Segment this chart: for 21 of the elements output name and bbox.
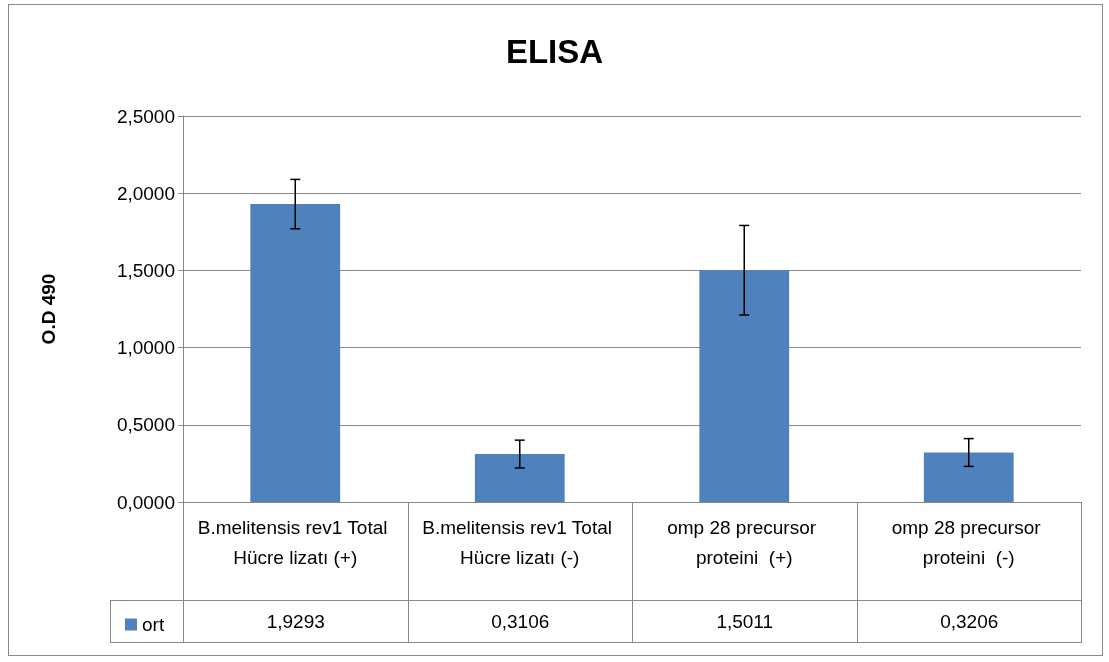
bar	[474, 454, 565, 502]
x-tick-label: omp 28 precursor proteini (-)	[891, 516, 1046, 568]
y-tick-label: 2,0000	[116, 182, 175, 204]
bar	[923, 452, 1014, 502]
y-tick-label: 2,5000	[116, 105, 175, 127]
legend-label: ort	[142, 614, 165, 635]
data-label: 1,9293	[183, 600, 409, 643]
y-axis-title: O.D 490	[38, 273, 59, 345]
y-tick-label: 1,5000	[116, 259, 175, 281]
x-tick-label: omp 28 precursor proteini (+)	[667, 516, 822, 568]
data-label: 1,5011	[632, 600, 858, 643]
x-tick-label: B.melitensis rev1 Total Hücre lizatı (-)	[422, 516, 618, 568]
bar	[250, 204, 341, 502]
data-label: 0,3106	[407, 600, 633, 643]
data-label: 0,3206	[856, 600, 1082, 643]
x-tick-label: B.melitensis rev1 Total Hücre lizatı (+)	[197, 516, 393, 568]
bar	[699, 270, 790, 502]
y-tick-label: 0,0000	[116, 491, 175, 513]
y-tick-label: 0,5000	[116, 414, 175, 436]
y-tick-label: 1,0000	[116, 337, 175, 359]
chart-title: ELISA	[505, 33, 604, 70]
